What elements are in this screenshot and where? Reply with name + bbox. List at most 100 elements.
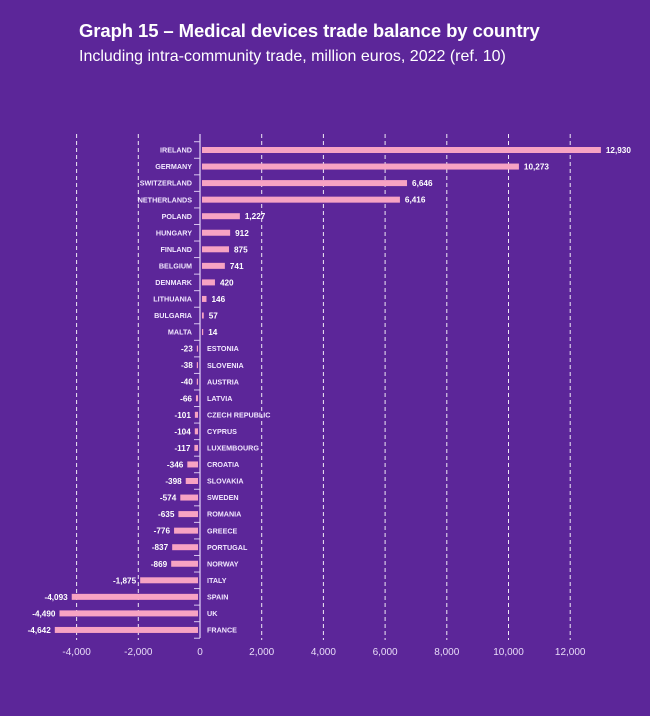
value-labels: 12,930 10,273 6,646 6,416 1,227 912 875 741 420 1… [28, 146, 632, 635]
bar [202, 147, 601, 153]
bar [202, 196, 400, 203]
category-label: CZECH REPUBLIC [207, 410, 271, 419]
category-label: MALTA [168, 328, 192, 337]
bars [54, 147, 601, 633]
category-label: UK [207, 609, 218, 618]
category-label: POLAND [162, 212, 192, 221]
value-label: -776 [154, 527, 171, 536]
category-label: GERMANY [155, 162, 192, 171]
category-label: LATVIA [207, 394, 232, 403]
bar [202, 246, 229, 253]
value-label: 875 [234, 245, 248, 254]
category-label: LITHUANIA [153, 295, 192, 304]
bar [202, 312, 204, 319]
bar [202, 163, 519, 170]
bar [140, 577, 198, 584]
chart-title: Graph 15 – Medical devices trade balance… [79, 20, 540, 41]
category-label: SLOVAKIA [207, 477, 244, 486]
category-label: BELGIUM [159, 261, 192, 270]
category-label: ESTONIA [207, 344, 239, 353]
value-label: -101 [174, 411, 191, 420]
bar [54, 626, 199, 633]
bar [194, 444, 198, 451]
x-tick-label: 8,000 [434, 647, 459, 658]
bar [202, 229, 231, 236]
x-tick-label: 10,000 [493, 647, 524, 658]
bar [178, 511, 198, 518]
category-label: LUXEMBOURG [207, 444, 259, 453]
bar [202, 180, 408, 187]
value-label: 1,227 [245, 212, 266, 221]
category-label: ITALY [207, 576, 227, 585]
x-tick-label: 6,000 [373, 647, 398, 658]
bar [171, 560, 198, 567]
x-tick-label: -2,000 [124, 647, 153, 658]
value-label: 57 [209, 312, 219, 321]
x-axis-tick-labels: -4,000 -2,000 0 2,000 4,000 6,000 8,000 10,000 1… [62, 647, 586, 658]
bar [180, 494, 198, 501]
x-tick-label: -4,000 [62, 647, 91, 658]
category-label: SWEDEN [207, 493, 239, 502]
category-label: SLOVENIA [207, 361, 244, 370]
value-label: -38 [181, 361, 193, 370]
category-label: AUSTRIA [207, 377, 239, 386]
bar [187, 461, 198, 468]
category-label: BULGARIA [154, 311, 192, 320]
value-label: -104 [174, 427, 191, 436]
bar [194, 428, 198, 435]
bar [202, 279, 215, 286]
value-label: -40 [181, 378, 193, 387]
bar [194, 411, 198, 418]
bar [202, 329, 204, 336]
value-label: 12,930 [606, 146, 631, 155]
value-label: 6,646 [412, 179, 433, 188]
category-labels: IRELAND GERMANY SWITZERLAND NETHERLANDS POLA… [138, 146, 271, 635]
value-label: 6,416 [405, 196, 426, 205]
bar [196, 362, 198, 369]
bar [195, 395, 198, 402]
bar [202, 213, 240, 220]
value-label: -346 [167, 460, 184, 469]
category-label: NORWAY [207, 559, 239, 568]
value-label: 912 [235, 229, 249, 238]
bar [59, 610, 198, 617]
x-tick-label: 0 [197, 647, 203, 658]
bar [196, 378, 198, 385]
bar [202, 295, 207, 302]
x-tick-label: 4,000 [311, 647, 336, 658]
value-label: -574 [160, 494, 177, 503]
category-label: CROATIA [207, 460, 239, 469]
category-label: PORTUGAL [207, 543, 248, 552]
value-label: 741 [230, 262, 244, 271]
value-label: 10,273 [524, 163, 549, 172]
value-label: -117 [174, 444, 190, 453]
category-label: SPAIN [207, 592, 228, 601]
category-label: NETHERLANDS [138, 195, 193, 204]
bar [185, 478, 198, 484]
value-label: -4,642 [28, 626, 52, 635]
value-label: -4,490 [32, 609, 56, 618]
x-tick-label: 12,000 [555, 647, 586, 658]
value-label: -635 [158, 510, 175, 519]
category-label: CYPRUS [207, 427, 237, 436]
category-label: DENMARK [155, 278, 193, 287]
value-label: -23 [181, 345, 193, 354]
category-label: IRELAND [160, 146, 192, 155]
bar [172, 544, 198, 551]
value-label: 146 [212, 295, 226, 304]
bar [71, 593, 198, 600]
y-axis [194, 134, 201, 639]
value-label: -398 [165, 477, 182, 486]
value-label: -869 [151, 560, 168, 569]
value-label: -1,875 [113, 576, 137, 585]
category-label: GREECE [207, 526, 238, 535]
value-label: 14 [208, 328, 218, 337]
x-tick-label: 2,000 [249, 647, 274, 658]
bar [174, 527, 198, 534]
value-label: -837 [152, 543, 169, 552]
bar [202, 262, 225, 269]
chart-subtitle: Including intra-community trade, million… [79, 48, 506, 65]
value-label: 420 [220, 278, 234, 287]
gridlines [76, 134, 571, 640]
